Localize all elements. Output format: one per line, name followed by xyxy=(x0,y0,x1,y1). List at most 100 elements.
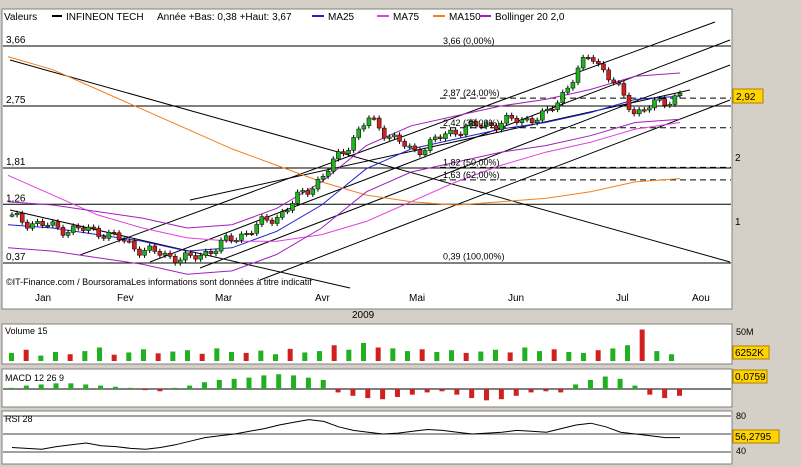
candle-body xyxy=(540,110,545,121)
volume-bar xyxy=(346,349,352,361)
volume-bar xyxy=(23,349,29,361)
candle-body xyxy=(116,232,122,240)
candle-body xyxy=(346,150,351,154)
macd-bar xyxy=(53,383,59,389)
candle-body xyxy=(223,235,229,241)
candle-body xyxy=(652,99,657,109)
candle-body xyxy=(295,191,300,204)
month-label: Mai xyxy=(409,293,425,304)
candle-body xyxy=(550,108,555,111)
macd-bar xyxy=(394,389,400,397)
macd-bar xyxy=(498,389,504,400)
candle-body xyxy=(178,259,183,264)
macd-bar xyxy=(9,387,14,389)
candle-body xyxy=(142,250,147,256)
month-label: Jun xyxy=(508,293,524,304)
volume-bar xyxy=(566,352,572,361)
macd-bar xyxy=(98,385,104,389)
macd-bar xyxy=(528,389,534,393)
legend-label: MA75 xyxy=(393,12,420,23)
volume-bar xyxy=(53,352,58,361)
macd-bar xyxy=(216,379,222,389)
candle-body xyxy=(642,109,647,112)
candle-body xyxy=(585,57,591,60)
candle-body xyxy=(101,236,107,239)
ma-line xyxy=(7,56,681,206)
candle-body xyxy=(677,92,683,96)
candle-body xyxy=(162,252,168,256)
candle-body xyxy=(591,57,596,62)
volume-bar xyxy=(581,352,586,361)
candle-body xyxy=(453,129,458,135)
volume-bar xyxy=(199,353,205,361)
macd-bar xyxy=(484,389,490,401)
fibo-label: 1,82 (50,00%) xyxy=(443,157,500,167)
candle-body xyxy=(300,190,305,193)
source-note: ©IT-Finance.com / BoursoramaLes informat… xyxy=(6,277,312,287)
candle-body xyxy=(254,224,260,234)
right-tick-2: 2 xyxy=(735,153,741,164)
candle-body xyxy=(448,129,453,135)
current-price-badge xyxy=(732,88,764,104)
macd-bar xyxy=(454,389,460,395)
candle-body xyxy=(172,256,178,264)
volume-bar xyxy=(639,329,645,361)
volume-bar xyxy=(82,351,88,361)
macd-bar xyxy=(172,387,178,389)
macd-bar xyxy=(335,389,341,393)
candle-body xyxy=(407,145,412,148)
bollinger-band xyxy=(7,118,681,275)
volume-bar xyxy=(331,345,337,361)
candle-body xyxy=(570,82,576,89)
macd-bar xyxy=(543,389,549,392)
candle-body xyxy=(647,107,652,111)
macd-bar xyxy=(617,378,623,389)
candle-body xyxy=(606,69,611,81)
volume-bar xyxy=(9,352,14,361)
macd-bar xyxy=(677,389,682,396)
candle-body xyxy=(86,226,91,231)
legend-label: Bollinger 20 2,0 xyxy=(495,12,565,23)
candle-body xyxy=(667,104,673,107)
candle-body xyxy=(443,133,448,139)
candle-body xyxy=(336,151,341,160)
volume-bar xyxy=(38,355,44,361)
candle-body xyxy=(341,151,346,154)
candle-body xyxy=(320,175,326,180)
candle-body xyxy=(412,145,418,150)
candle-body xyxy=(234,240,239,243)
fibo-label: 1,63 (62,00%) xyxy=(443,170,500,180)
volume-bar xyxy=(67,354,73,361)
candle-body xyxy=(315,178,321,190)
macd-bar xyxy=(201,382,207,389)
candle-body xyxy=(55,221,61,228)
candle-body xyxy=(580,57,586,69)
candle-body xyxy=(137,248,142,256)
ma-line xyxy=(7,122,681,242)
candle-body xyxy=(19,213,25,223)
candle-body xyxy=(274,217,280,224)
fibo-label: 2,87 (24,00%) xyxy=(443,88,500,98)
volume-bar xyxy=(390,348,396,361)
candle-body xyxy=(601,63,606,71)
candle-body xyxy=(305,190,311,195)
candle-body xyxy=(188,252,193,256)
volume-bar xyxy=(155,353,161,361)
macd-bar xyxy=(127,387,133,389)
volume-bar xyxy=(185,350,190,361)
candle-body xyxy=(463,125,469,136)
macd-value-badge xyxy=(732,369,768,384)
candle-body xyxy=(662,98,667,106)
macd-bar xyxy=(662,389,668,399)
macd-bar xyxy=(350,389,356,396)
candle-body xyxy=(280,211,285,218)
macd-bar xyxy=(112,386,118,389)
volume-bar xyxy=(229,352,234,361)
volume-bar xyxy=(493,349,498,361)
legend-label: MA25 xyxy=(328,12,355,23)
candle-body xyxy=(494,125,499,130)
candle-body xyxy=(264,216,270,221)
rsi-line xyxy=(3,415,731,453)
candle-body xyxy=(381,127,387,139)
